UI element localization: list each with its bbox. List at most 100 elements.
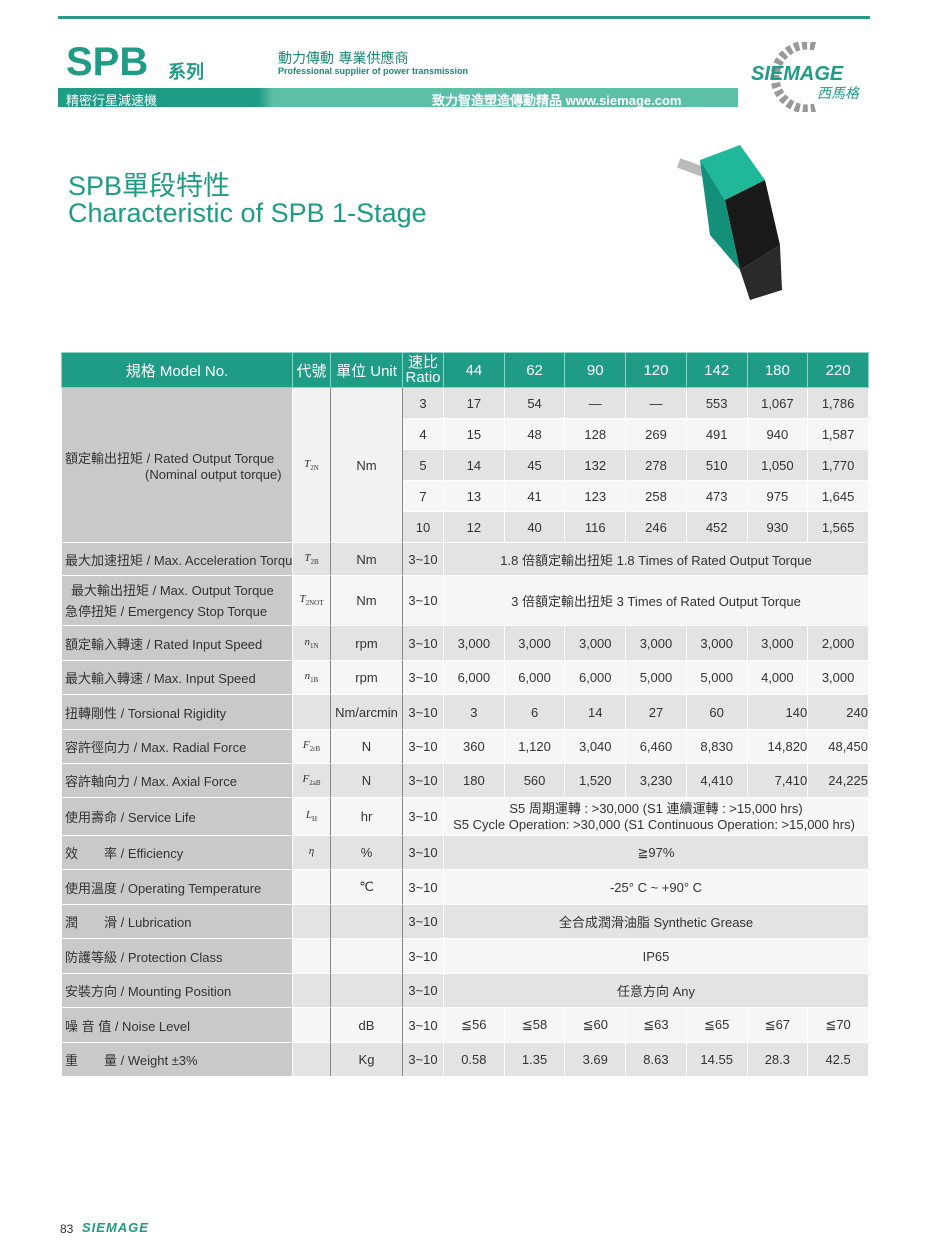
series-name: SPB bbox=[66, 40, 149, 84]
value-cell: 3 bbox=[443, 694, 505, 730]
ratio-cell: 3~10 bbox=[402, 1042, 444, 1077]
value-cell: 4,000 bbox=[746, 660, 809, 695]
value-cell: 1,565 bbox=[807, 511, 869, 543]
value-cell: 473 bbox=[685, 480, 748, 512]
ratio-cell: 3~10 bbox=[402, 869, 444, 905]
value-cell: 940 bbox=[746, 418, 809, 450]
value-cell: 560 bbox=[503, 763, 566, 798]
symbol-cell: T2B bbox=[292, 542, 331, 576]
value-cell: 269 bbox=[625, 418, 687, 450]
span-value-line-1: 1.8 倍額定輸出扭矩 1.8 Times of Rated Output To… bbox=[500, 552, 812, 568]
row-label: 容許徑向力 / Max. Radial Force bbox=[61, 729, 293, 764]
span-value-line-1: 全合成潤滑油脂 Synthetic Grease bbox=[558, 915, 754, 930]
value-cell: 6,460 bbox=[625, 729, 687, 764]
label-line-1: 扭轉剛性 / Torsional Rigidity bbox=[65, 705, 227, 721]
ratio-cell: 3~10 bbox=[402, 1007, 444, 1043]
value-cell: 15 bbox=[443, 418, 505, 450]
symbol-text: F bbox=[302, 773, 310, 786]
table-row-rated-torque: 5 14 45 132 278 510 1,050 1,770 bbox=[62, 449, 869, 481]
row-label: 效 率 / Efficiency bbox=[61, 835, 293, 870]
value-cell: 41 bbox=[503, 480, 566, 512]
row-label: 容許軸向力 / Max. Axial Force bbox=[61, 763, 293, 798]
unit-cell bbox=[330, 938, 403, 974]
symbol-text: F bbox=[302, 739, 310, 752]
value-cell: 48,450 bbox=[807, 729, 869, 764]
label-line-2: (Nominal output torque) bbox=[145, 467, 282, 482]
symbol-text: T bbox=[299, 593, 306, 606]
label-line-1: 最大輸出扭矩 / Max. Output Torque bbox=[71, 582, 274, 598]
symbol-subscript: 2NOT bbox=[305, 599, 324, 608]
value-cell: 2,000 bbox=[807, 625, 869, 661]
unit-cell: rpm bbox=[330, 660, 403, 695]
unit-cell: % bbox=[330, 835, 403, 870]
symbol-subscript: 2B bbox=[310, 558, 319, 567]
symbol-cell bbox=[292, 973, 331, 1008]
label-line-1: 最大輸入轉速 / Max. Input Speed bbox=[65, 671, 256, 686]
ratio-cell: 3~10 bbox=[402, 904, 444, 939]
row-label: 防護等級 / Protection Class bbox=[61, 938, 293, 974]
span-value-cell: 全合成潤滑油脂 Synthetic Grease bbox=[443, 904, 869, 939]
unit-cell: hr bbox=[330, 797, 403, 836]
value-cell: 1.35 bbox=[503, 1042, 566, 1077]
value-cell: 28.3 bbox=[746, 1042, 809, 1077]
svg-text:SIEMAGE: SIEMAGE bbox=[751, 63, 844, 85]
span-value-cell: IP65 bbox=[443, 938, 869, 974]
value-cell: 1,050 bbox=[746, 449, 809, 481]
table-row: 最大輸入轉速 / Max. Input Speed n1B rpm 3~10 6,000… bbox=[61, 660, 869, 695]
series-cn: 系列 bbox=[168, 62, 204, 82]
label-line-1: 效 率 / Efficiency bbox=[65, 846, 184, 861]
value-cell: 13 bbox=[443, 480, 505, 512]
header-symbol: 代號 bbox=[292, 352, 331, 388]
label-line-1: 額定輸入轉速 / Rated Input Speed bbox=[65, 636, 263, 652]
row-label: 扭轉剛性 / Torsional Rigidity bbox=[61, 694, 293, 730]
svg-text:西馬格: 西馬格 bbox=[817, 86, 860, 102]
value-cell: 3,000 bbox=[564, 625, 627, 661]
table-row: 安裝方向 / Mounting Position 3~10 任意方向 Any bbox=[61, 973, 869, 1008]
ratio-cell: 3~10 bbox=[402, 973, 444, 1008]
unit-cell bbox=[330, 973, 403, 1008]
value-cell: 0.58 bbox=[443, 1042, 505, 1077]
symbol-cell: n1B bbox=[292, 660, 331, 695]
span-value-cell: 任意方向 Any bbox=[443, 973, 869, 1008]
table-row: 最大加速扭矩 / Max. Acceleration Torque T2B Nm 3~… bbox=[61, 542, 869, 576]
label-line-1: 容許徑向力 / Max. Radial Force bbox=[65, 740, 247, 755]
label-line-1: 潤 滑 / Lubrication bbox=[65, 915, 192, 930]
value-cell: 6,000 bbox=[564, 660, 627, 695]
symbol-subscript: H bbox=[312, 815, 318, 824]
ratio-cell: 3~10 bbox=[402, 542, 444, 576]
symbol-subscript: 1N bbox=[309, 642, 319, 651]
ratio-cell: 3~10 bbox=[402, 625, 444, 661]
table-row: 容許徑向力 / Max. Radial Force F2rB N 3~10 360 1,1… bbox=[61, 729, 869, 764]
span-value-line-1: IP65 bbox=[642, 948, 670, 964]
header-model-44: 44 bbox=[443, 352, 505, 388]
symbol-subscript: 1B bbox=[310, 676, 319, 685]
ratio-cell: 3~10 bbox=[402, 763, 444, 798]
symbol-cell bbox=[292, 904, 331, 939]
value-cell: 3,000 bbox=[625, 625, 687, 661]
symbol-text: T bbox=[304, 551, 311, 564]
band-left-text: 精密行星減速機 bbox=[66, 94, 158, 109]
value-cell: 975 bbox=[746, 480, 809, 512]
value-cell: 60 bbox=[685, 694, 748, 730]
span-value-cell: ≧97% bbox=[443, 835, 869, 870]
slogan-en: Professional supplier of power transmiss… bbox=[278, 66, 469, 76]
row-label: 使用壽命 / Service Life bbox=[61, 797, 293, 836]
span-value-line-2: S5 Cycle Operation: >30,000 (S1 Continuo… bbox=[453, 816, 855, 832]
value-cell: ≦56 bbox=[443, 1007, 505, 1043]
header-ratio: 速比 Ratio bbox=[402, 352, 444, 388]
table-header-row: 規格 Model No. 代號 單位 Unit 速比 Ratio 44 62 90 12… bbox=[61, 352, 869, 388]
value-cell: — bbox=[625, 387, 687, 419]
table-row-rated-torque: 4 15 48 128 269 491 940 1,587 bbox=[62, 418, 869, 450]
header-unit: 單位 Unit bbox=[330, 352, 403, 388]
table-row: 潤 滑 / Lubrication 3~10 全合成潤滑油脂 Synthetic G… bbox=[61, 904, 869, 939]
row-label: 最大輸入轉速 / Max. Input Speed bbox=[61, 660, 293, 695]
ratio-cell: 3~10 bbox=[402, 575, 444, 626]
table-row: 效 率 / Efficiency η% 3~10 ≧97% bbox=[61, 835, 869, 870]
value-cell: ≦67 bbox=[746, 1007, 809, 1043]
value-cell: 123 bbox=[564, 480, 627, 512]
symbol-cell bbox=[292, 938, 331, 974]
ratio-cn: 速比 bbox=[407, 354, 438, 371]
span-value-line-1: 3 倍額定輸出扭矩 3 Times of Rated Output Torque bbox=[511, 594, 801, 609]
label-line-1: 最大加速扭矩 / Max. Acceleration Torque bbox=[65, 552, 293, 568]
